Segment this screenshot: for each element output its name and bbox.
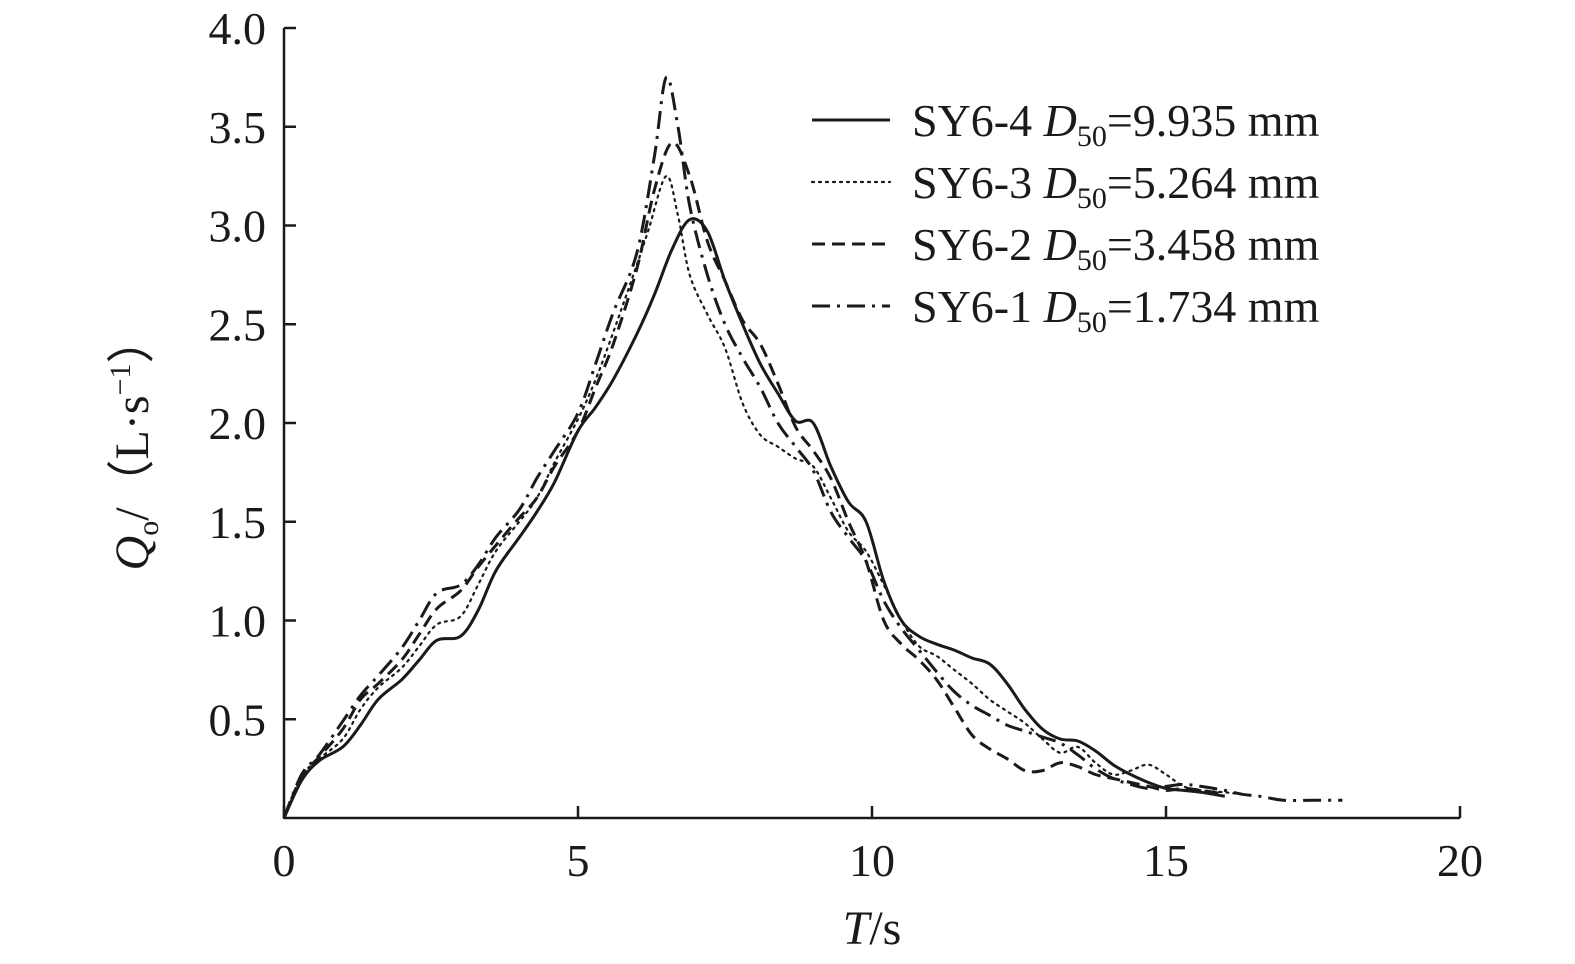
series-lines	[282, 75, 1343, 820]
x-tick-label: 0	[273, 835, 296, 886]
x-tick-label: 15	[1143, 835, 1189, 886]
y-tick-label: 0.5	[209, 694, 267, 745]
x-axis-unit: /s	[869, 902, 901, 955]
legend-value: =5.264 mm	[1107, 157, 1320, 208]
y-tick-label: 4.0	[209, 3, 267, 54]
x-axis-title: T/s	[843, 902, 902, 955]
y-axis-title: Qo/（L·s−1）	[104, 316, 165, 571]
x-tick-label: 20	[1437, 835, 1483, 886]
legend-value: =9.935 mm	[1107, 95, 1320, 146]
legend-var: D	[1043, 219, 1077, 270]
y-axis-var: Q	[106, 536, 159, 571]
y-tick-label: 1.0	[209, 596, 267, 647]
axes	[282, 26, 1462, 820]
y-tick-label: 3.0	[209, 201, 267, 252]
legend-label-sy6-4: SY6-4 D50=9.935 mm	[912, 95, 1320, 153]
y-tick-label: 1.5	[209, 497, 267, 548]
series-line-sy6-1	[282, 75, 1343, 819]
legend-label-sy6-3: SY6-3 D50=5.264 mm	[912, 157, 1320, 215]
legend-value: =3.458 mm	[1107, 219, 1320, 270]
x-tick-label: 5	[567, 835, 590, 886]
y-tick-label: 3.5	[209, 102, 267, 153]
legend-series-name: SY6-4	[912, 95, 1044, 146]
legend-series-name: SY6-1	[912, 281, 1044, 332]
x-axis-var: T	[843, 902, 873, 955]
legend-var-sub: 50	[1077, 306, 1107, 339]
legend-var: D	[1043, 281, 1077, 332]
series-line-sy6-2	[282, 141, 1226, 819]
legend-var-sub: 50	[1077, 244, 1107, 277]
legend-series-name: SY6-3	[912, 157, 1044, 208]
y-axis-unit-close: ）	[106, 316, 159, 364]
legend-var-sub: 50	[1077, 182, 1107, 215]
y-axis-unit: /（L·s	[106, 395, 159, 520]
legend-label-sy6-2: SY6-2 D50=3.458 mm	[912, 219, 1320, 277]
y-axis-unit-exp: −1	[104, 364, 137, 396]
legend-series-name: SY6-2	[912, 219, 1044, 270]
legend-var: D	[1043, 95, 1077, 146]
tick-labels: 0 5 10 15 20 0.5 1.0 1.5 2.0 2.5 3.0 3.5 4.0	[209, 3, 1484, 886]
legend-label-sy6-1: SY6-1 D50=1.734 mm	[912, 281, 1320, 339]
legend-var: D	[1043, 157, 1077, 208]
series-line-sy6-4	[282, 217, 1226, 819]
legend-value: =1.734 mm	[1107, 281, 1320, 332]
series-line-sy6-3	[282, 174, 1244, 820]
y-tick-label: 2.0	[209, 398, 267, 449]
y-tick-label: 2.5	[209, 299, 267, 350]
x-tick-label: 10	[849, 835, 895, 886]
y-axis-var-sub: o	[132, 521, 165, 536]
legend-var-sub: 50	[1077, 120, 1107, 153]
